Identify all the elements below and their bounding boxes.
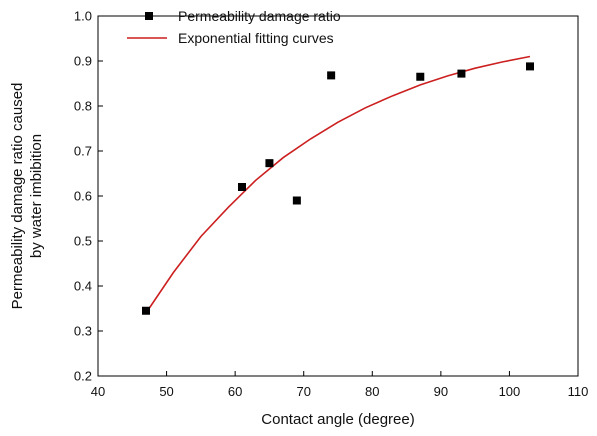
- data-points: [142, 62, 534, 315]
- axes: [97, 15, 579, 377]
- y-tick-label: 0.9: [74, 54, 92, 69]
- y-axis-title-line-1: Permeability damage ratio caused: [9, 83, 26, 310]
- x-tick-label: 80: [365, 384, 379, 399]
- y-axis-title-line-2: by water imbibition: [28, 134, 45, 258]
- data-point: [416, 72, 425, 81]
- y-tick-label: 0.7: [74, 144, 92, 159]
- legend-marker-square: [145, 12, 153, 20]
- y-tick-label: 1.0: [74, 9, 92, 24]
- x-axis-title: Contact angle (degree): [261, 411, 414, 428]
- fit-curve: [145, 55, 531, 314]
- data-point: [238, 183, 246, 191]
- y-ticks: 0.2 0.3 0.4 0.5 0.6 0.7 0.8 0.9 1.0: [74, 9, 103, 384]
- y-tick-label: 0.3: [74, 324, 92, 339]
- x-tick-label: 60: [228, 384, 242, 399]
- x-tick-label: 100: [499, 384, 521, 399]
- y-tick-label: 0.8: [74, 99, 92, 114]
- x-tick-label: 50: [159, 384, 173, 399]
- plot-frame: [97, 15, 579, 377]
- legend: Permeability damage ratio Exponential fi…: [127, 8, 341, 46]
- data-point: [327, 71, 336, 80]
- legend-label-scatter: Permeability damage ratio: [178, 8, 341, 24]
- y-tick-label: 0.6: [74, 189, 92, 204]
- y-tick-label: 0.2: [74, 369, 92, 384]
- data-point: [526, 62, 534, 71]
- y-tick-label: 0.5: [74, 234, 92, 249]
- x-tick-label: 110: [568, 384, 589, 399]
- legend-label-fit: Exponential fitting curves: [178, 30, 334, 46]
- x-tick-label: 90: [434, 384, 448, 399]
- data-point: [292, 196, 301, 205]
- data-point: [265, 159, 274, 168]
- data-point: [142, 306, 150, 315]
- x-tick-label: 40: [91, 384, 105, 399]
- data-point: [457, 69, 466, 78]
- y-tick-label: 0.4: [74, 279, 92, 294]
- x-ticks: 40 50 60 70 80 90 100 110: [91, 371, 589, 399]
- x-tick-label: 70: [296, 384, 310, 399]
